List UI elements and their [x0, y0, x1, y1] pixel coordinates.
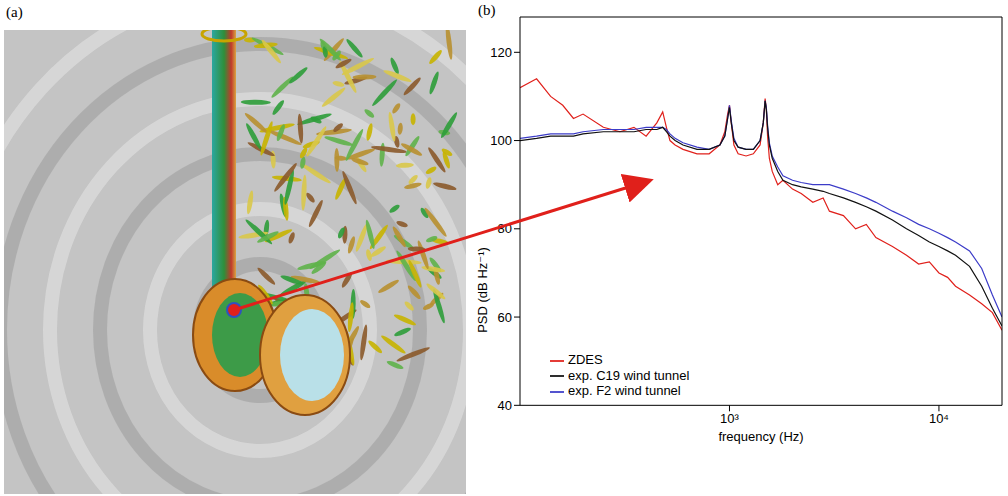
svg-text:120: 120 [490, 45, 512, 60]
html-text:exp. C19 wind tunnel: exp. C19 wind tunnel [568, 367, 690, 383]
svg-text:40: 40 [498, 398, 512, 413]
svg-text:60: 60 [498, 310, 512, 325]
svg-text:10³: 10³ [720, 411, 739, 426]
svg-text:10⁴: 10⁴ [929, 411, 949, 426]
svg-text:100: 100 [490, 133, 512, 148]
html-text:ZDES: ZDES [568, 352, 603, 367]
html-text:PSD (dB Hz⁻¹): PSD (dB Hz⁻¹) [475, 247, 490, 333]
html-text:(b): (b) [478, 2, 496, 18]
html-text:exp. F2 wind tunnel: exp. F2 wind tunnel [568, 383, 681, 399]
html-text:(a): (a) [6, 4, 23, 20]
svg-text:80: 80 [498, 221, 512, 236]
svg-text:frequency (Hz): frequency (Hz) [718, 429, 803, 444]
